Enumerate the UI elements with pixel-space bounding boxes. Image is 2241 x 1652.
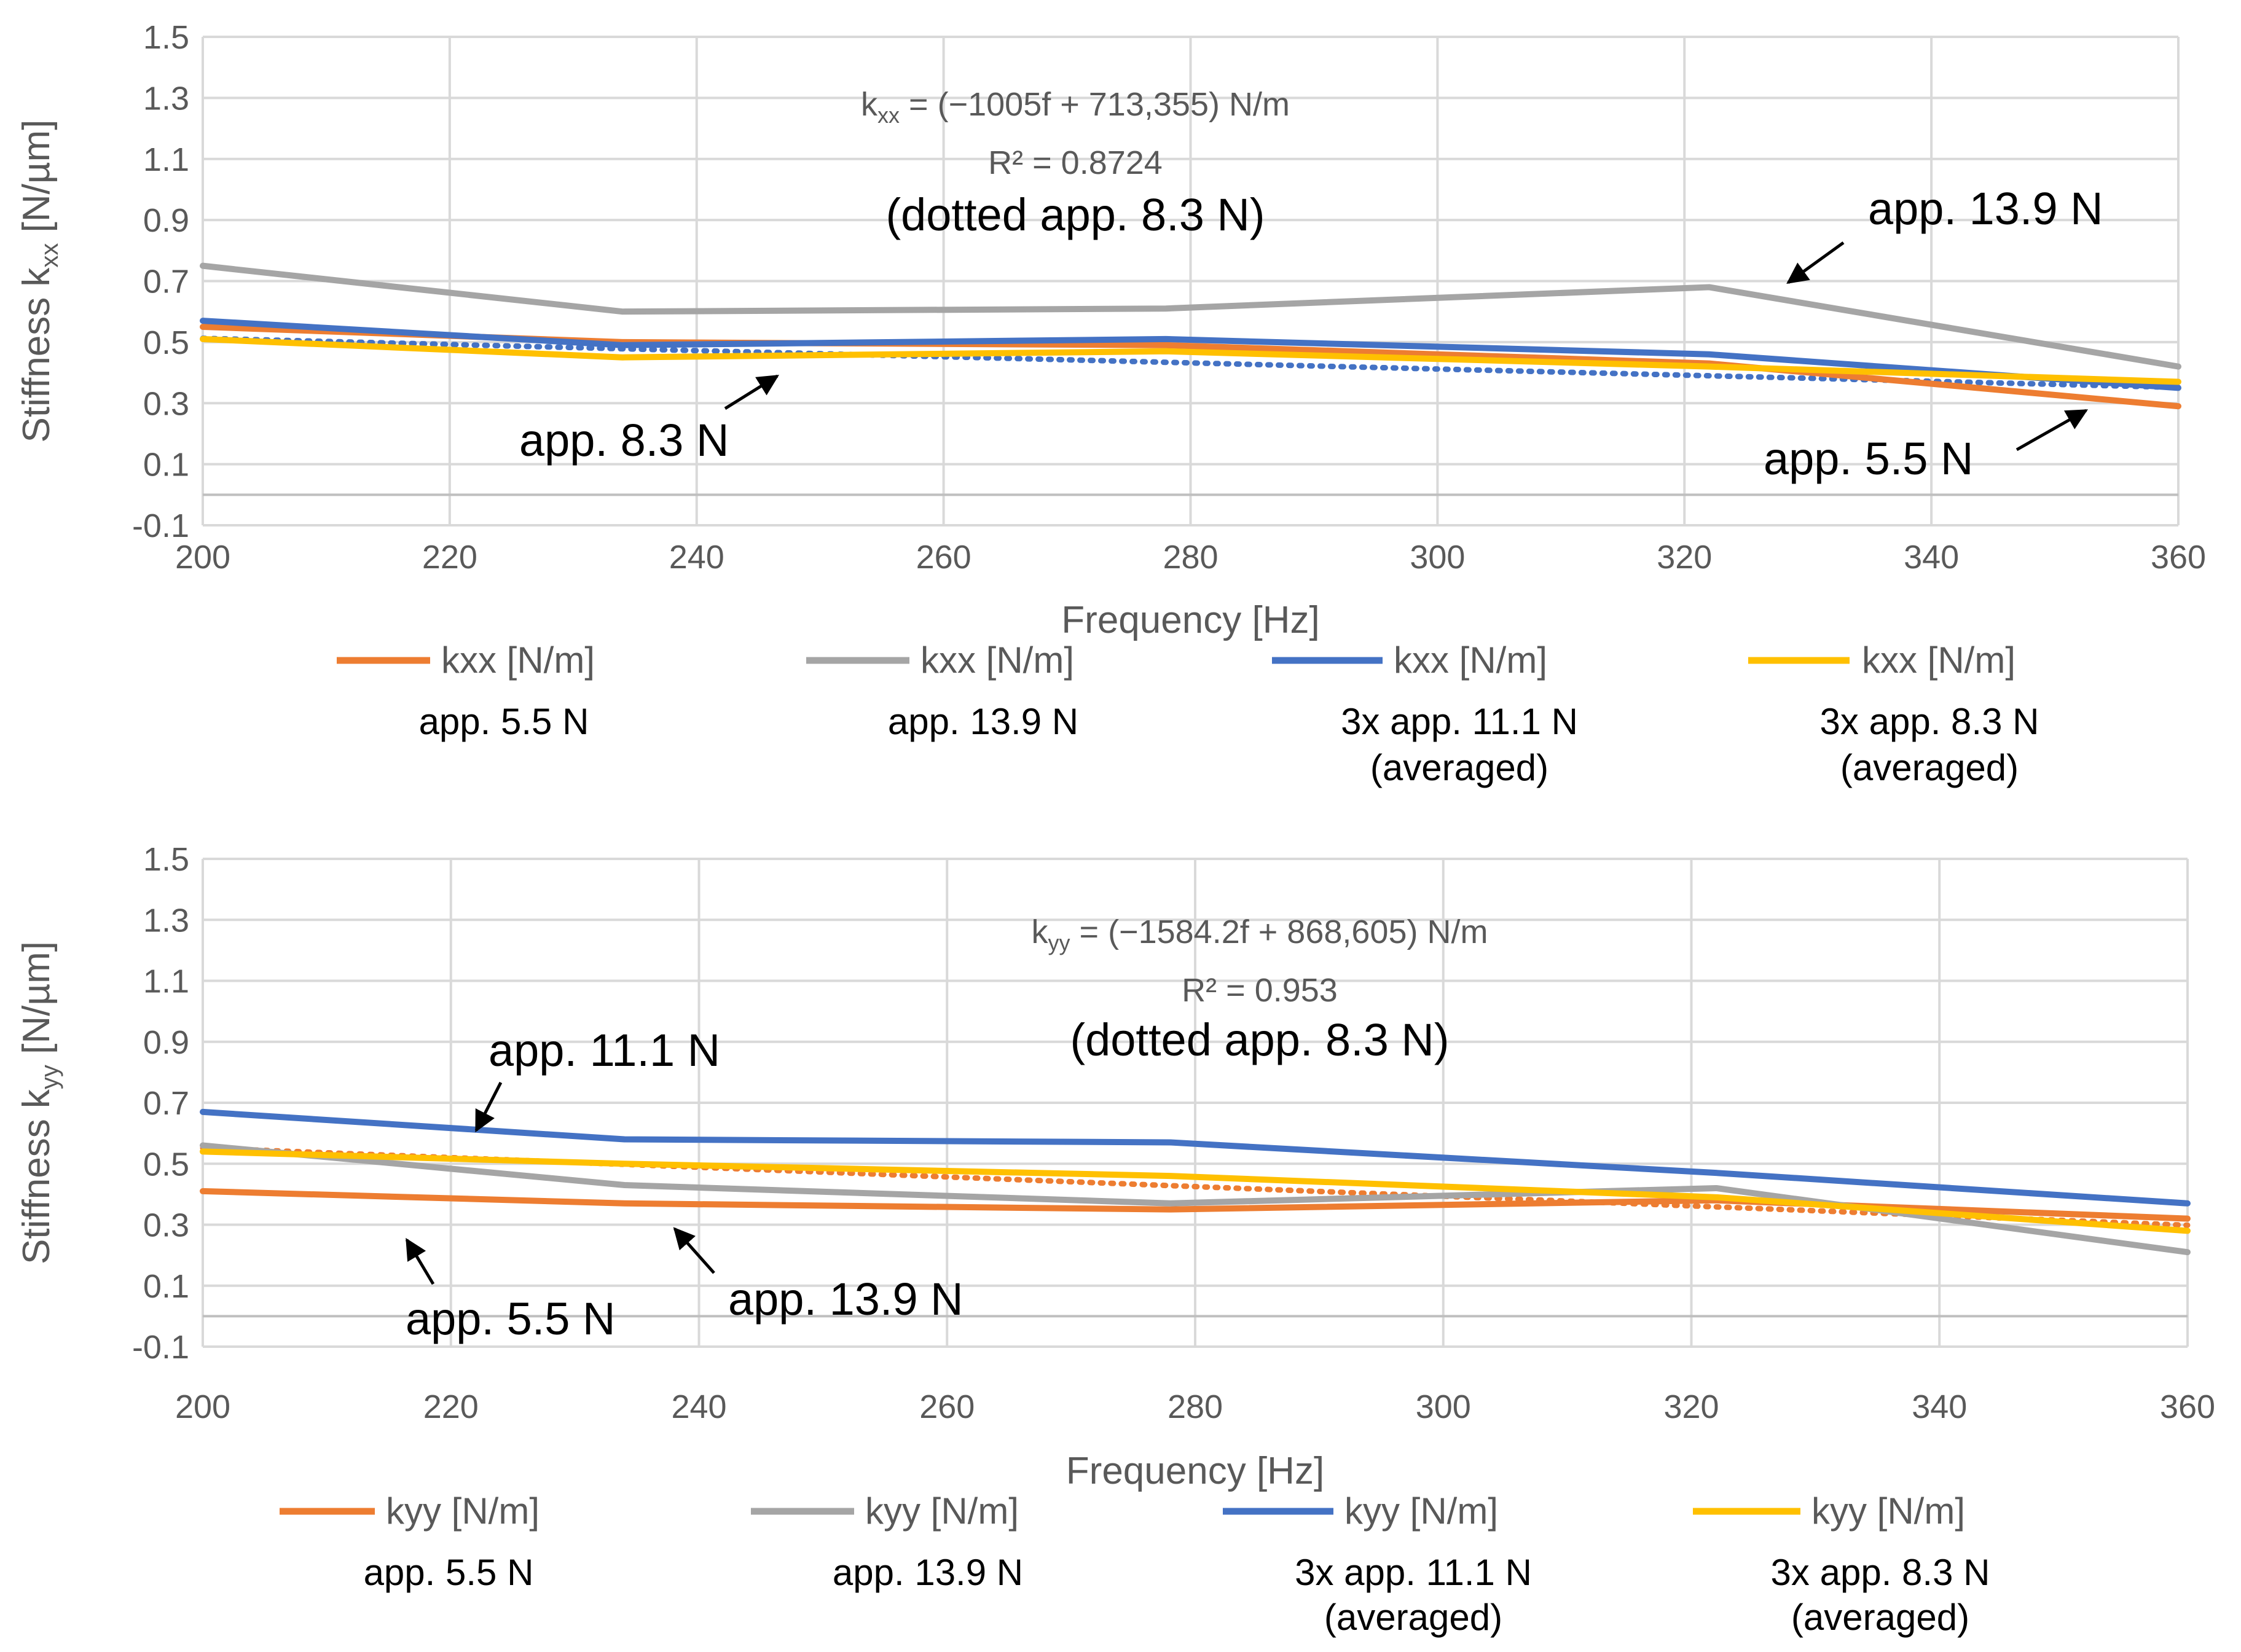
y-tick-label: 1.3: [143, 80, 189, 117]
x-tick-label: 280: [1168, 1388, 1223, 1425]
y-tick-label: 0.7: [143, 264, 189, 300]
legend-entry-label: kyy [N/m]: [386, 1490, 540, 1532]
y-axis-title: Stiffness kxx [N/µm]: [15, 120, 63, 443]
y-tick-label: 0.1: [143, 447, 189, 483]
legend-entry-sublabel: 3x app. 8.3 N: [1820, 701, 2039, 742]
y-axis-title: Stiffness kyy [N/µm]: [15, 941, 63, 1264]
y-tick-label: 0.9: [143, 202, 189, 239]
y-tick-label: -0.1: [132, 507, 189, 544]
trendline-r-squared: R² = 0.953: [1182, 972, 1338, 1009]
legend-entry-sublabel: (averaged): [1324, 1597, 1502, 1638]
x-tick-label: 360: [2151, 539, 2206, 576]
x-tick-label: 240: [671, 1388, 726, 1425]
legend-entry-sublabel: app. 5.5 N: [419, 701, 589, 742]
annotation-label: (dotted app. 8.3 N): [885, 189, 1265, 240]
x-tick-label: 340: [1904, 539, 1959, 576]
legend-entry-label: kxx [N/m]: [441, 640, 595, 681]
legend-entry-sublabel: app. 5.5 N: [364, 1552, 534, 1593]
legend-entry-sublabel: 3x app. 11.1 N: [1295, 1552, 1532, 1593]
trendline-equation: kyy = (−1584.2f + 868,605) N/m: [1032, 914, 1488, 955]
annotation-label: app. 11.1 N: [489, 1025, 720, 1076]
y-tick-label: 0.3: [143, 385, 189, 422]
trendline-equation: kxx = (−1005f + 713,355) N/m: [861, 86, 1290, 128]
y-axis-title-unit: [N/µm]: [15, 120, 58, 243]
legend-entry-sublabel: (averaged): [1791, 1597, 1969, 1638]
x-tick-label: 300: [1410, 539, 1465, 576]
legend-entry-sublabel: 3x app. 11.1 N: [1341, 701, 1578, 742]
legend-entry-label: kxx [N/m]: [1862, 640, 2015, 681]
x-axis-title: Frequency [Hz]: [1061, 599, 1319, 641]
annotation-label: app. 5.5 N: [406, 1293, 615, 1344]
y-tick-label: 1.1: [143, 963, 189, 1000]
equation-body: = (−1005f + 713,355) N/m: [900, 86, 1290, 123]
equation-symbol: k: [1032, 914, 1049, 950]
annotation-arrow: [724, 374, 779, 410]
annotation-arrow: [2015, 409, 2089, 452]
x-tick-label: 280: [1163, 539, 1218, 576]
chart-kxx: -0.1 0.1 0.3 0.5 0.7 0.9 1.1 1.3 1.5 200 220 240 260…: [15, 19, 2206, 788]
x-tick-label: 220: [422, 539, 477, 576]
annotation-label: app. 13.9 N: [728, 1274, 964, 1325]
legend-entry-label: kyy [N/m]: [1811, 1490, 1965, 1532]
series-line-4: [200, 1148, 2191, 1234]
y-tick-label: 1.1: [143, 141, 189, 178]
x-tick-label: 300: [1416, 1388, 1471, 1425]
y-tick-label: 0.5: [143, 1146, 189, 1183]
annotation-arrow: [474, 1081, 503, 1133]
legend-entry-sublabel: app. 13.9 N: [888, 701, 1078, 742]
annotation-label: app. 5.5 N: [1764, 433, 1973, 484]
annotation-arrow: [673, 1227, 715, 1274]
x-tick-label: 340: [1912, 1388, 1967, 1425]
x-tick-label: 260: [919, 1388, 975, 1425]
y-axis-title-subscript: yy: [36, 1065, 63, 1089]
chart-kyy: -0.1 0.1 0.3 0.5 0.7 0.9 1.1 1.3 1.5 200 220 240 260…: [15, 841, 2215, 1638]
equation-subscript: xx: [877, 103, 900, 128]
y-axis-title-subscript: xx: [36, 243, 63, 268]
y-axis-title-main: Stiffness k: [15, 1089, 58, 1264]
series-line-4: [200, 335, 2181, 385]
legend-entry-label: kxx [N/m]: [1394, 640, 1547, 681]
equation-subscript: yy: [1048, 930, 1070, 955]
equation-symbol: k: [861, 86, 878, 123]
x-tick-label: 200: [175, 1388, 230, 1425]
y-tick-label: 1.5: [143, 19, 189, 56]
x-tick-label: 240: [669, 539, 724, 576]
legend-entry-label: kxx [N/m]: [920, 640, 1074, 681]
x-tick-label: 320: [1663, 1388, 1719, 1425]
trendline-dotted: [200, 1145, 2191, 1228]
annotation-label: app. 13.9 N: [1868, 183, 2103, 234]
x-tick-label: 220: [423, 1388, 479, 1425]
annotation-label: app. 8.3 N: [519, 415, 729, 466]
y-tick-label: 1.3: [143, 902, 189, 939]
y-tick-label: 0.7: [143, 1085, 189, 1122]
x-tick-label: 200: [175, 539, 230, 576]
annotation-arrow: [405, 1237, 435, 1285]
y-tick-label: 1.5: [143, 841, 189, 878]
equation-body: = (−1584.2f + 868,605) N/m: [1070, 914, 1488, 950]
legend-entry-sublabel: (averaged): [1840, 747, 2019, 788]
y-axis-title-unit: [N/µm]: [15, 941, 58, 1065]
legend-entry-label: kyy [N/m]: [1344, 1490, 1498, 1532]
y-tick-label: -0.1: [132, 1329, 189, 1366]
series-line-3: [200, 318, 2181, 391]
legend-entry-sublabel: (averaged): [1370, 747, 1548, 788]
legend-entry-label: kyy [N/m]: [865, 1490, 1019, 1532]
legend-entry-sublabel: 3x app. 8.3 N: [1771, 1552, 1990, 1593]
x-tick-label: 360: [2160, 1388, 2215, 1425]
x-tick-label: 260: [916, 539, 971, 576]
x-tick-label: 320: [1657, 539, 1712, 576]
annotation-label: (dotted app. 8.3 N): [1070, 1014, 1449, 1065]
trendline-r-squared: R² = 0.8724: [988, 144, 1163, 181]
legend-entry-sublabel: app. 13.9 N: [833, 1552, 1023, 1593]
y-tick-label: 0.1: [143, 1268, 189, 1305]
y-tick-label: 0.5: [143, 324, 189, 361]
x-axis-title: Frequency [Hz]: [1066, 1450, 1324, 1492]
y-tick-label: 0.9: [143, 1024, 189, 1061]
series-line-2: [200, 262, 2181, 370]
annotation-arrow: [1786, 241, 1845, 284]
y-tick-label: 0.3: [143, 1207, 189, 1244]
y-axis-title-main: Stiffness k: [15, 267, 58, 443]
